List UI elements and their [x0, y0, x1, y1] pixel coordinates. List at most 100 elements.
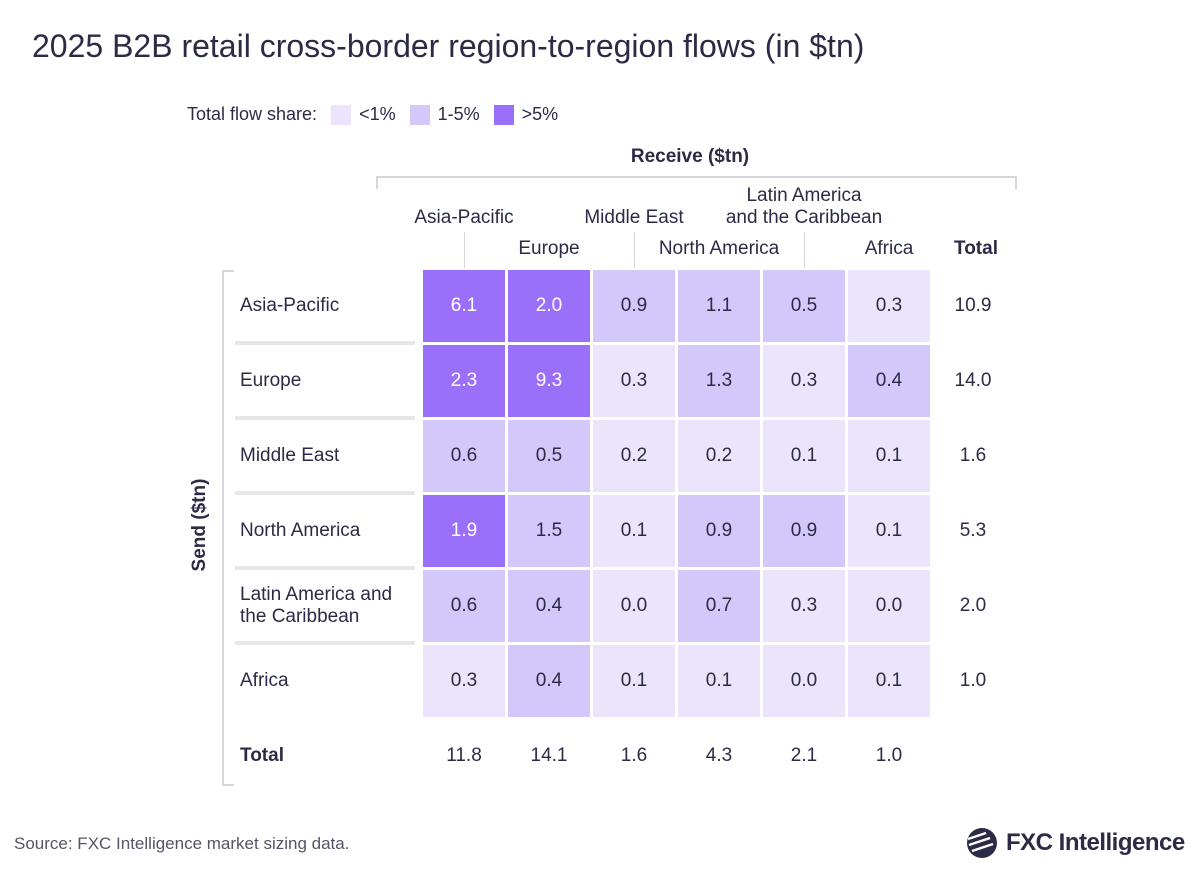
row-separator: [235, 641, 415, 645]
legend: Total flow share: <1% 1-5% >5%: [187, 104, 558, 125]
x-axis-bracket: [376, 176, 1017, 189]
legend-swatch-low: [331, 104, 352, 125]
column-header: Asia-Pacific: [354, 207, 574, 229]
legend-item-high: >5%: [521, 104, 559, 124]
legend-item-mid: 1-5%: [437, 104, 480, 124]
column-total: 1.0: [875, 745, 903, 766]
source-note: Source: FXC Intelligence market sizing d…: [14, 834, 350, 853]
heatmap-cell: 0.3: [763, 570, 845, 642]
fxc-logo-text: FXC Intelligence: [1006, 829, 1185, 856]
column-header-line: Latin America: [746, 185, 862, 206]
column-total: 4.3: [705, 745, 733, 766]
row-header: Latin America and the Caribbean: [240, 584, 392, 628]
column-header-leader: [804, 232, 805, 268]
column-total: 11.8: [446, 745, 482, 766]
heatmap-cell: 0.2: [678, 420, 760, 492]
column-header-line: Africa: [864, 238, 914, 259]
heatmap-cell: 1.5: [508, 495, 590, 567]
row-separator: [235, 491, 415, 495]
heatmap-cell: 0.9: [593, 270, 675, 342]
column-total: 1.6: [620, 745, 648, 766]
legend-swatch-mid: [409, 104, 430, 125]
heatmap-cell: 0.6: [423, 420, 505, 492]
heatmap-cell: 0.3: [423, 645, 505, 717]
chart-title: 2025 B2B retail cross-border region-to-r…: [32, 28, 865, 64]
column-header: North America: [609, 238, 829, 260]
row-header: Middle East: [240, 445, 339, 467]
row-header-line: Asia-Pacific: [240, 295, 340, 316]
y-axis-bracket: [222, 270, 234, 786]
row-header-line: Europe: [240, 370, 302, 391]
row-header-line: Latin America and: [240, 584, 393, 605]
total-row-header: Total: [240, 745, 284, 766]
column-header-leader: [634, 232, 635, 268]
heatmap-cell: 1.3: [678, 345, 760, 417]
total-column-header: Total: [954, 238, 998, 259]
row-total: 1.0: [959, 670, 987, 691]
column-header-line: Europe: [518, 238, 580, 259]
row-header-line: North America: [240, 520, 361, 541]
column-header: Latin America and the Caribbean: [694, 185, 914, 229]
column-header: Africa: [779, 238, 999, 260]
row-separator: [235, 566, 415, 570]
column-header: Middle East: [524, 207, 744, 229]
row-header-line: Middle East: [240, 445, 340, 466]
heatmap-cell: 0.1: [593, 495, 675, 567]
row-separator: [235, 416, 415, 420]
heatmap-cell: 0.5: [763, 270, 845, 342]
heatmap-cell: 0.3: [848, 270, 930, 342]
heatmap-cell: 1.1: [678, 270, 760, 342]
column-header-line: Asia-Pacific: [414, 207, 514, 228]
heatmap-cell: 0.2: [593, 420, 675, 492]
row-header-line: the Caribbean: [240, 606, 360, 627]
heatmap-cell: 2.3: [423, 345, 505, 417]
row-header: Europe: [240, 370, 301, 392]
legend-item-low: <1%: [359, 104, 396, 124]
heatmap-cell: 1.9: [423, 495, 505, 567]
row-total: 5.3: [959, 520, 987, 541]
column-header-leader: [464, 232, 465, 268]
fxc-logo: FXC Intelligence: [966, 827, 1185, 859]
row-header: North America: [240, 520, 360, 542]
heatmap-cell: 2.0: [508, 270, 590, 342]
heatmap-cell: 0.9: [678, 495, 760, 567]
column-header-line: Middle East: [584, 207, 684, 228]
row-header: Africa: [240, 670, 289, 692]
heatmap-cell: 0.1: [763, 420, 845, 492]
row-header-line: Africa: [240, 670, 289, 691]
heatmap-cell: 0.6: [423, 570, 505, 642]
heatmap-cell: 0.1: [848, 645, 930, 717]
fxc-logo-icon: [967, 828, 997, 858]
legend-label: Total flow share:: [187, 104, 318, 124]
row-separator: [235, 341, 415, 345]
heatmap-cell: 0.0: [763, 645, 845, 717]
heatmap-cell: 0.4: [508, 570, 590, 642]
heatmap-cell: 0.1: [848, 495, 930, 567]
heatmap-cell: 0.7: [678, 570, 760, 642]
row-total: 10.9: [954, 295, 992, 316]
heatmap-cell: 0.0: [593, 570, 675, 642]
column-total: 2.1: [790, 745, 818, 766]
column-header-line: and the Caribbean: [725, 207, 883, 228]
heatmap-cell: 0.4: [508, 645, 590, 717]
row-total: 14.0: [954, 370, 992, 391]
heatmap-cell: 0.3: [593, 345, 675, 417]
heatmap-cell: 0.1: [593, 645, 675, 717]
y-axis-label: Send ($tn): [189, 478, 210, 572]
heatmap-cell: 6.1: [423, 270, 505, 342]
row-total: 1.6: [959, 445, 987, 466]
heatmap-cell: 9.3: [508, 345, 590, 417]
row-header: Asia-Pacific: [240, 295, 339, 317]
row-total: 2.0: [959, 595, 987, 616]
heatmap-cell: 0.3: [763, 345, 845, 417]
column-header: Europe: [439, 238, 659, 260]
legend-swatch-high: [493, 104, 514, 125]
column-header-line: North America: [658, 238, 780, 259]
heatmap-cell: 0.0: [848, 570, 930, 642]
heatmap-cell: 0.5: [508, 420, 590, 492]
heatmap-cell: 0.1: [678, 645, 760, 717]
heatmap-cell: 0.4: [848, 345, 930, 417]
heatmap-cell: 0.1: [848, 420, 930, 492]
column-total: 14.1: [530, 745, 568, 766]
